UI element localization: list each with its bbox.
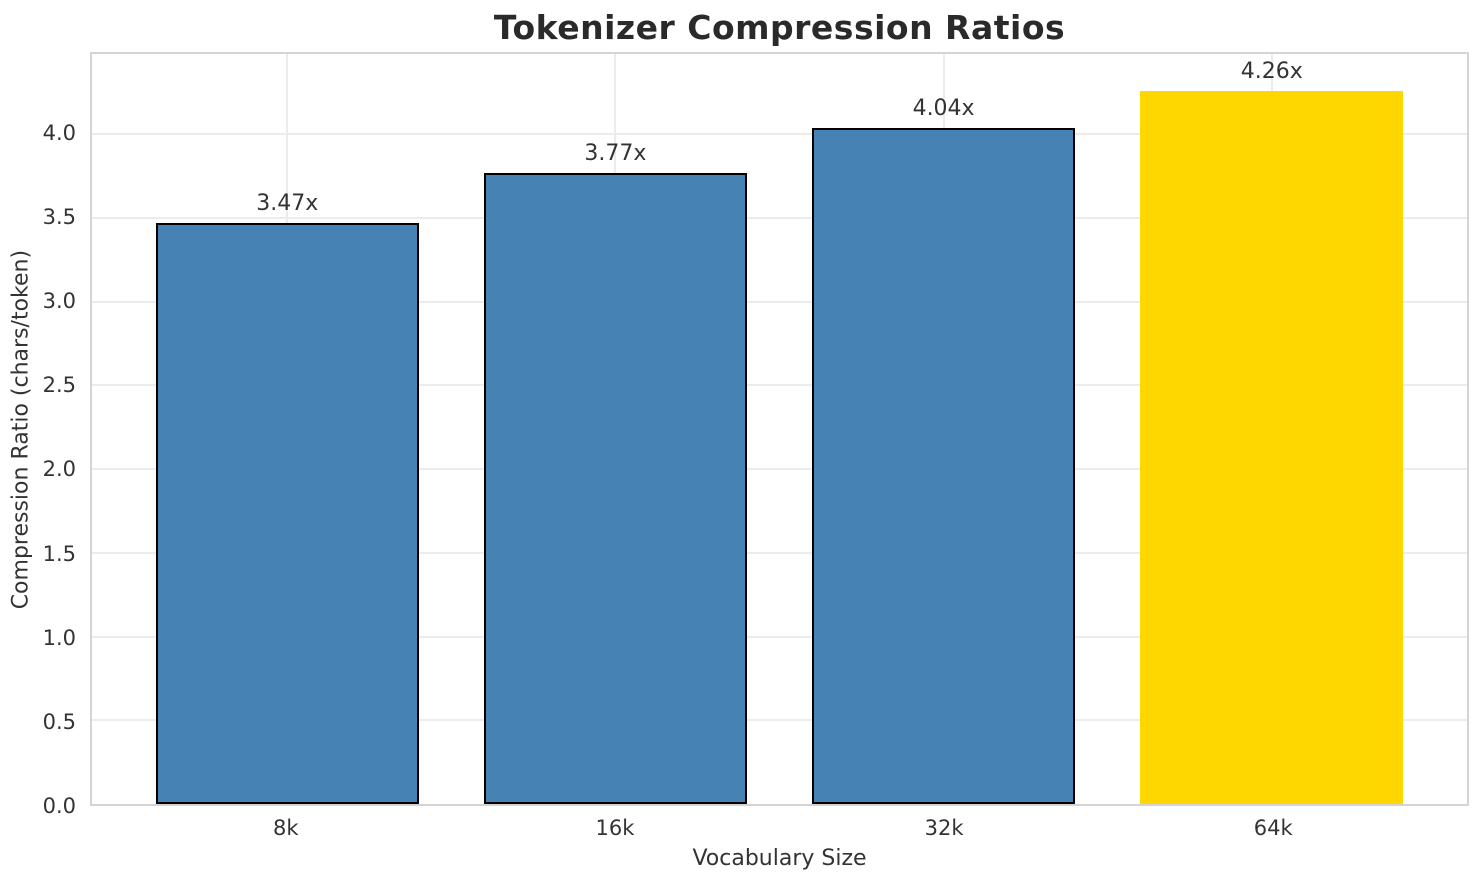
- y-tick-label: 3.5: [42, 204, 76, 229]
- gridline-horizontal: [92, 468, 1467, 471]
- bar: [155, 223, 419, 804]
- bar-value-label: 3.47x: [256, 191, 319, 217]
- gridline-horizontal: [92, 217, 1467, 220]
- plot-area: 3.47x 3.77x 4.04x 4.26x: [90, 52, 1469, 806]
- y-tick-label: 0.5: [42, 709, 76, 734]
- gridline-horizontal: [92, 133, 1467, 136]
- bar: [1140, 90, 1403, 804]
- gridline-horizontal: [92, 384, 1467, 387]
- y-axis-label: Compression Ratio (chars/token): [9, 250, 34, 609]
- y-tick-label: 2.0: [42, 457, 76, 482]
- x-tick-label: 16k: [595, 816, 635, 840]
- gridline-horizontal: [92, 719, 1467, 722]
- x-tick-label: 8k: [273, 816, 299, 840]
- y-tick-label: 1.0: [42, 625, 76, 650]
- y-tick-label: 4.0: [42, 120, 76, 145]
- gridline-horizontal: [92, 635, 1467, 638]
- y-tick-label: 2.5: [42, 373, 76, 398]
- gridline-horizontal: [92, 300, 1467, 303]
- bar-value-label: 4.04x: [912, 95, 975, 121]
- y-tick-label: 0.0: [42, 794, 76, 818]
- y-tick-label: 1.5: [42, 541, 76, 566]
- bar: [812, 127, 1075, 804]
- gridline-horizontal: [92, 551, 1467, 554]
- x-axis-label: Vocabulary Size: [692, 846, 867, 871]
- bar-value-label: 3.77x: [584, 140, 647, 166]
- bar: [484, 172, 747, 804]
- chart-title: Tokenizer Compression Ratios: [493, 8, 1066, 47]
- x-tick-label: 64k: [1253, 816, 1293, 840]
- x-tick-label: 32k: [924, 816, 964, 840]
- y-tick-label: 3.0: [42, 289, 76, 314]
- bar-value-label: 4.26x: [1240, 58, 1303, 84]
